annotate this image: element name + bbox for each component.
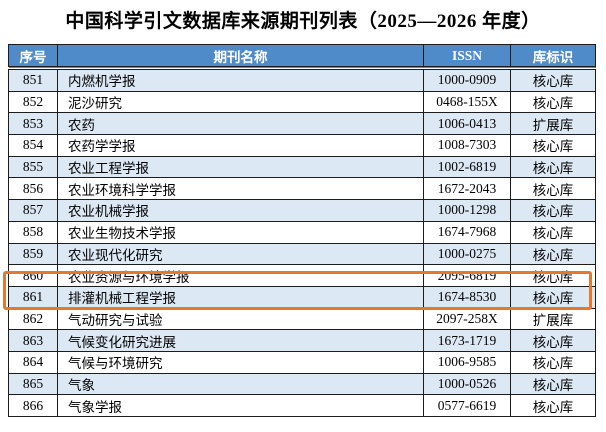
- journal-name-cell: 农业机械学报: [57, 199, 424, 222]
- journal-name-cell: 气象学报: [57, 394, 424, 417]
- table-row: 855 农业工程学报 1002-6819 核心库: [8, 155, 596, 179]
- journal-name-cell: 农业生物技术学报: [57, 220, 424, 244]
- journal-name-cell: 气象: [57, 372, 424, 396]
- row-number-cell: 863: [8, 329, 58, 352]
- journal-name-cell: 农业资源与环境学报: [57, 264, 424, 287]
- issn-cell: 1000-1298: [423, 199, 511, 222]
- row-number-cell: 853: [8, 112, 58, 136]
- db-label-cell: 核心库: [510, 264, 596, 287]
- table-row: 851 内燃机学报 1000-0909 核心库: [8, 67, 596, 92]
- issn-cell: 1673-1719: [423, 329, 511, 352]
- table-row: 865 气象 1000-0526 核心库: [8, 372, 596, 396]
- table-row: 861 排灌机械工程学报 1674-8530 核心库: [8, 285, 596, 309]
- row-number-cell: 861: [8, 285, 58, 309]
- issn-cell: 1000-0909: [423, 67, 511, 92]
- journal-name-cell: 农药学学报: [57, 134, 424, 157]
- table-row: 854 农药学学报 1008-7303 核心库: [8, 134, 596, 157]
- row-number-cell: 860: [8, 264, 58, 287]
- journal-name-cell: 农药: [57, 112, 424, 136]
- row-number-cell: 851: [8, 67, 58, 92]
- db-label-cell: 核心库: [510, 134, 596, 157]
- table-row: 863 气候变化研究进展 1673-1719 核心库: [8, 329, 596, 352]
- db-label-cell: 核心库: [510, 67, 596, 92]
- table-row: 860 农业资源与环境学报 2095-6819 核心库: [8, 264, 596, 287]
- db-label-cell: 核心库: [510, 199, 596, 222]
- journal-name-cell: 泥沙研究: [57, 90, 424, 114]
- db-label-cell: 扩展库: [510, 112, 596, 136]
- db-label-cell: 核心库: [510, 155, 596, 179]
- table-header-row: 序号 期刊名称 ISSN 库标识: [8, 44, 596, 70]
- db-label-cell: 扩展库: [510, 307, 596, 331]
- column-header-number: 序号: [8, 44, 58, 70]
- journal-name-cell: 内燃机学报: [57, 67, 424, 92]
- table-row: 862 气动研究与试验 2097-258X 扩展库: [8, 307, 596, 331]
- issn-cell: 1008-7303: [423, 134, 511, 157]
- db-label-cell: 核心库: [510, 90, 596, 114]
- issn-cell: 1674-7968: [423, 220, 511, 244]
- column-header-db-label: 库标识: [510, 44, 596, 70]
- journal-name-cell: 农业环境科学学报: [57, 177, 424, 201]
- issn-cell: 1672-2043: [423, 177, 511, 201]
- issn-cell: 0468-155X: [423, 90, 511, 114]
- db-label-cell: 核心库: [510, 350, 596, 374]
- db-label-cell: 核心库: [510, 329, 596, 352]
- issn-cell: 0577-6619: [423, 394, 511, 417]
- db-label-cell: 核心库: [510, 372, 596, 396]
- row-number-cell: 865: [8, 372, 58, 396]
- table-row: 856 农业环境科学学报 1672-2043 核心库: [8, 177, 596, 201]
- issn-cell: 2095-6819: [423, 264, 511, 287]
- journal-name-cell: 排灌机械工程学报: [57, 285, 424, 309]
- issn-cell: 1000-0526: [423, 372, 511, 396]
- journal-name-cell: 农业工程学报: [57, 155, 424, 179]
- table-row: 857 农业机械学报 1000-1298 核心库: [8, 199, 596, 222]
- table-row: 858 农业生物技术学报 1674-7968 核心库: [8, 220, 596, 244]
- table-row: 864 气候与环境研究 1006-9585 核心库: [8, 350, 596, 374]
- issn-cell: 1000-0275: [423, 242, 511, 266]
- table-row: 866 气象学报 0577-6619 核心库: [8, 394, 596, 417]
- row-number-cell: 858: [8, 220, 58, 244]
- journal-name-cell: 气候与环境研究: [57, 350, 424, 374]
- db-label-cell: 核心库: [510, 220, 596, 244]
- row-number-cell: 854: [8, 134, 58, 157]
- issn-cell: 1674-8530: [423, 285, 511, 309]
- db-label-cell: 核心库: [510, 285, 596, 309]
- row-number-cell: 857: [8, 199, 58, 222]
- journal-table: 序号 期刊名称 ISSN 库标识 851 内燃机学报 1000-0909 核心库…: [8, 44, 596, 417]
- row-number-cell: 866: [8, 394, 58, 417]
- db-label-cell: 核心库: [510, 242, 596, 266]
- row-number-cell: 852: [8, 90, 58, 114]
- journal-name-cell: 气候变化研究进展: [57, 329, 424, 352]
- issn-cell: 1006-0413: [423, 112, 511, 136]
- table-row: 853 农药 1006-0413 扩展库: [8, 112, 596, 136]
- row-number-cell: 855: [8, 155, 58, 179]
- row-number-cell: 864: [8, 350, 58, 374]
- table-row: 852 泥沙研究 0468-155X 核心库: [8, 90, 596, 114]
- row-number-cell: 856: [8, 177, 58, 201]
- issn-cell: 1006-9585: [423, 350, 511, 374]
- db-label-cell: 核心库: [510, 394, 596, 417]
- journal-name-cell: 气动研究与试验: [57, 307, 424, 331]
- column-header-issn: ISSN: [423, 44, 511, 70]
- db-label-cell: 核心库: [510, 177, 596, 201]
- row-number-cell: 862: [8, 307, 58, 331]
- issn-cell: 2097-258X: [423, 307, 511, 331]
- page-title: 中国科学引文数据库来源期刊列表（2025—2026 年度）: [65, 11, 541, 32]
- journal-name-cell: 农业现代化研究: [57, 242, 424, 266]
- issn-cell: 1002-6819: [423, 155, 511, 179]
- row-number-cell: 859: [8, 242, 58, 266]
- table-row: 859 农业现代化研究 1000-0275 核心库: [8, 242, 596, 266]
- column-header-journal-name: 期刊名称: [57, 44, 424, 70]
